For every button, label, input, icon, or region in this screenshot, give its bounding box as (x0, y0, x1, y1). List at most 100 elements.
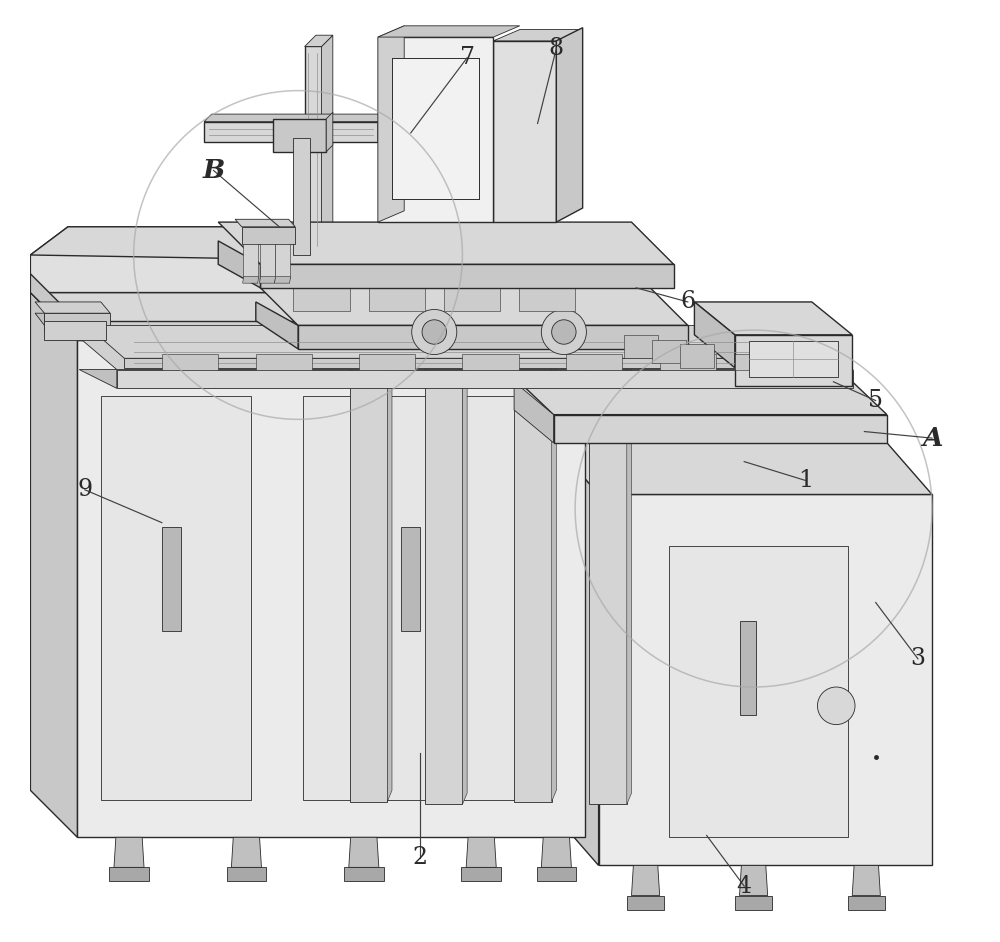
Polygon shape (669, 546, 848, 837)
Polygon shape (566, 353, 622, 369)
Polygon shape (344, 868, 384, 882)
Polygon shape (514, 320, 552, 802)
Text: 3: 3 (910, 647, 925, 671)
Text: A: A (922, 426, 942, 450)
Polygon shape (749, 341, 838, 377)
Polygon shape (624, 334, 658, 358)
Polygon shape (30, 227, 585, 293)
Text: 4: 4 (737, 874, 752, 898)
Polygon shape (439, 269, 500, 284)
Polygon shape (44, 313, 110, 332)
Polygon shape (109, 868, 149, 882)
Polygon shape (79, 369, 117, 388)
Polygon shape (359, 353, 415, 369)
Polygon shape (256, 353, 312, 369)
Circle shape (422, 319, 446, 344)
Polygon shape (554, 414, 887, 443)
Text: 2: 2 (413, 847, 428, 869)
Polygon shape (493, 29, 583, 41)
Polygon shape (392, 57, 479, 199)
Text: 5: 5 (868, 389, 883, 412)
Polygon shape (462, 310, 467, 804)
Polygon shape (124, 358, 848, 367)
Polygon shape (552, 310, 556, 802)
Polygon shape (444, 284, 500, 312)
Polygon shape (204, 114, 385, 122)
Polygon shape (79, 337, 853, 369)
Polygon shape (349, 837, 379, 868)
Text: B: B (202, 158, 225, 183)
Polygon shape (378, 37, 493, 222)
Polygon shape (87, 325, 848, 358)
Polygon shape (218, 241, 260, 288)
Polygon shape (735, 334, 852, 386)
Text: 8: 8 (549, 37, 564, 60)
Polygon shape (425, 320, 462, 804)
Polygon shape (652, 339, 686, 363)
Polygon shape (378, 25, 520, 37)
Polygon shape (260, 277, 276, 284)
Polygon shape (243, 277, 259, 284)
Polygon shape (589, 320, 627, 804)
Polygon shape (293, 138, 310, 255)
Polygon shape (852, 866, 880, 896)
Polygon shape (514, 377, 887, 414)
Polygon shape (275, 244, 290, 279)
Polygon shape (77, 320, 585, 339)
Polygon shape (227, 868, 266, 882)
Polygon shape (466, 837, 496, 868)
Polygon shape (289, 269, 350, 284)
Polygon shape (30, 293, 77, 837)
Polygon shape (235, 219, 295, 227)
Polygon shape (260, 265, 674, 288)
Polygon shape (627, 896, 664, 910)
Polygon shape (30, 227, 585, 265)
Polygon shape (364, 269, 425, 284)
Polygon shape (35, 302, 110, 313)
Polygon shape (44, 320, 106, 339)
Polygon shape (30, 293, 585, 339)
Polygon shape (231, 837, 261, 868)
Polygon shape (30, 274, 77, 339)
Polygon shape (204, 122, 378, 142)
Polygon shape (256, 302, 298, 349)
Polygon shape (387, 310, 392, 802)
Polygon shape (631, 866, 660, 896)
Polygon shape (694, 302, 852, 334)
Polygon shape (556, 27, 583, 222)
Bar (162, 528, 181, 630)
Polygon shape (293, 284, 350, 312)
Polygon shape (326, 112, 333, 152)
Polygon shape (554, 443, 932, 495)
Polygon shape (660, 353, 716, 369)
Polygon shape (599, 495, 932, 866)
Polygon shape (350, 320, 387, 802)
Polygon shape (275, 277, 291, 284)
Polygon shape (218, 222, 674, 265)
Polygon shape (260, 244, 275, 279)
Polygon shape (114, 837, 144, 868)
Circle shape (541, 310, 586, 354)
Circle shape (412, 310, 457, 354)
Polygon shape (680, 344, 714, 367)
Bar (401, 528, 420, 630)
Polygon shape (101, 396, 251, 800)
Polygon shape (322, 35, 333, 255)
Text: 1: 1 (798, 469, 813, 492)
Polygon shape (303, 396, 538, 800)
Polygon shape (298, 325, 688, 349)
Polygon shape (35, 313, 44, 325)
Polygon shape (243, 244, 258, 279)
Polygon shape (378, 25, 404, 222)
Polygon shape (694, 302, 735, 367)
Bar (740, 622, 756, 715)
Polygon shape (369, 284, 425, 312)
Polygon shape (305, 46, 322, 255)
Circle shape (817, 687, 855, 724)
Polygon shape (493, 41, 556, 222)
Polygon shape (378, 114, 385, 142)
Polygon shape (242, 227, 295, 244)
Polygon shape (735, 896, 772, 910)
Text: 9: 9 (77, 479, 92, 501)
Polygon shape (256, 284, 688, 325)
